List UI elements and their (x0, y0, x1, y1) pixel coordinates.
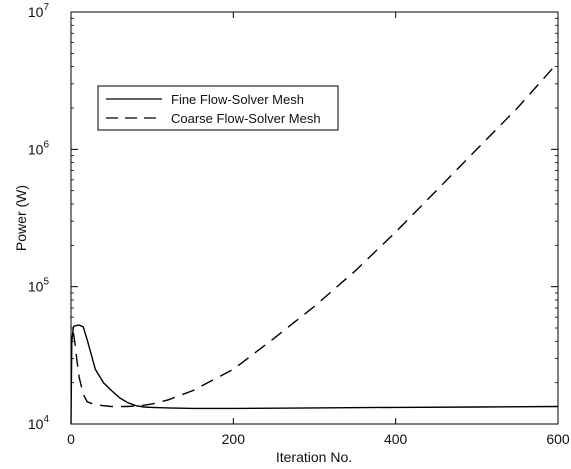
x-axis-title: Iteration No. (276, 449, 352, 465)
x-tick-label: 0 (67, 431, 75, 447)
y-axis-title: Power (W) (13, 185, 29, 251)
plot-area-frame (70, 11, 559, 425)
tick-labels-layer: 0 200 400 600 104 105 106 107 (28, 2, 570, 447)
y-tick-label: 105 (28, 277, 50, 295)
legend-label-coarse: Coarse Flow-Solver Mesh (171, 111, 321, 126)
legend-box (97, 85, 339, 131)
series-line-coarse (72, 61, 559, 408)
y-tick-label: 106 (28, 139, 50, 157)
x-tick-label: 400 (384, 431, 408, 447)
x-tick-label: 200 (222, 431, 246, 447)
x-tick-label: 600 (546, 431, 570, 447)
y-tick-label: 104 (28, 414, 50, 432)
legend: Fine Flow-Solver Mesh Coarse Flow-Solver… (97, 85, 339, 131)
legend-label-fine: Fine Flow-Solver Mesh (171, 92, 304, 107)
series-line-fine (70, 324, 559, 425)
series-layer (70, 61, 559, 425)
ticks-layer (70, 11, 559, 425)
y-tick-label: 107 (28, 2, 50, 20)
